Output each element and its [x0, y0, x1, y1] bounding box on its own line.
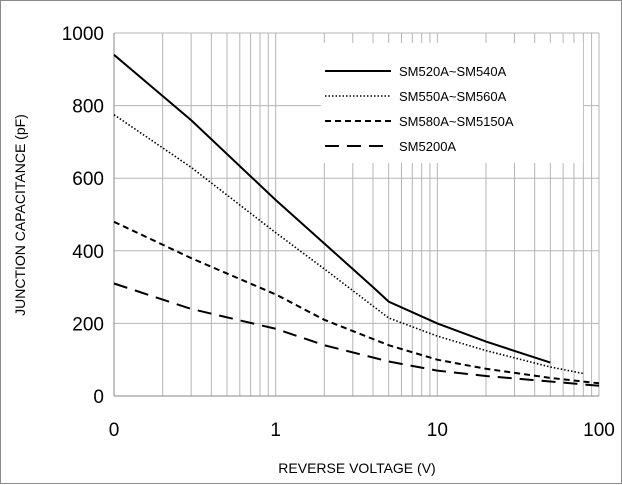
- y-tick-label: 800: [72, 97, 104, 118]
- series-layer: [113, 54, 600, 387]
- x-tick-label: 100: [583, 420, 615, 441]
- legend-label-3: SM580A~SM5150A: [399, 114, 514, 129]
- legend-label-2: SM550A~SM560A: [399, 89, 507, 104]
- y-tick-label: 400: [72, 242, 104, 263]
- series-line-1: [113, 54, 551, 364]
- x-tick-label: 10: [427, 420, 448, 441]
- legend: SM520A~SM540A SM550A~SM560A SM580A~SM5150A…: [321, 43, 583, 163]
- axis-layer: 0 200 400 600 800 1000 0 1 10 100: [62, 24, 615, 441]
- x-tick-label: 0: [109, 420, 120, 441]
- y-axis-label: JUNCTION CAPACITANCE (pF): [12, 114, 28, 316]
- x-tick-label: 1: [270, 420, 281, 441]
- series-line-4: [113, 282, 600, 387]
- legend-label-1: SM520A~SM540A: [399, 64, 507, 79]
- legend-label-4: SM5200A: [399, 139, 456, 154]
- y-tick-label: 0: [93, 387, 104, 408]
- y-tick-label: 600: [72, 169, 104, 190]
- series-line-3: [113, 220, 600, 385]
- y-tick-label: 1000: [62, 24, 104, 45]
- y-tick-label: 200: [72, 314, 104, 335]
- legend-box: [321, 43, 583, 163]
- x-axis-label: REVERSE VOLTAGE (V): [278, 460, 435, 476]
